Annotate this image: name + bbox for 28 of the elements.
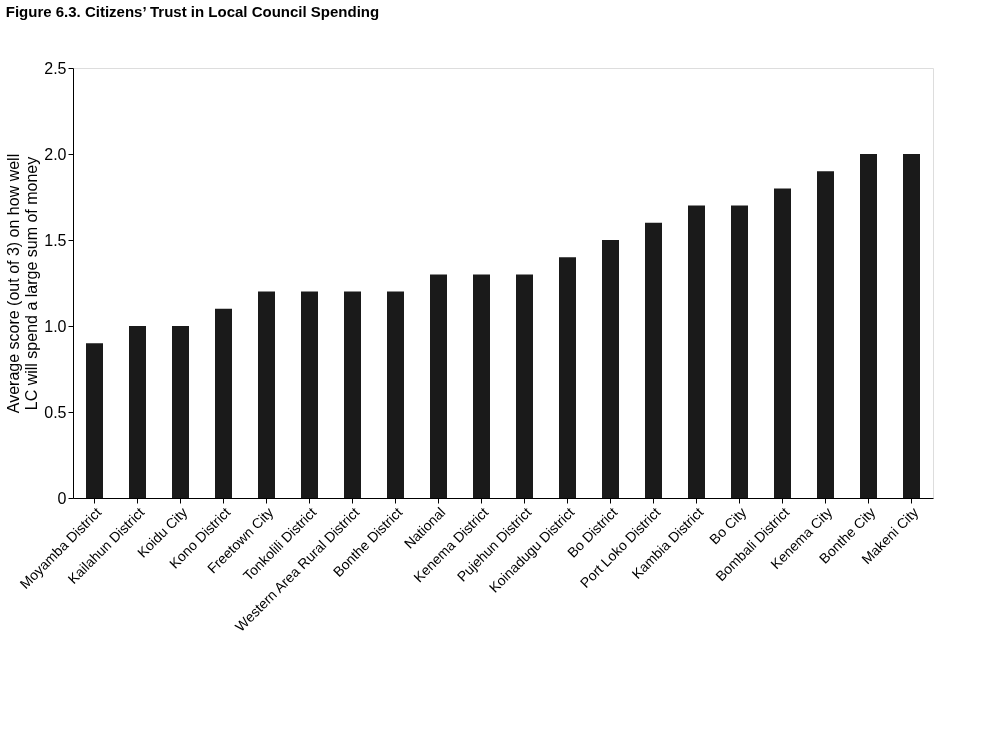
y-tick-label: 0.5	[44, 403, 67, 421]
bar	[129, 326, 146, 498]
chart-title: Figure 6.3. Citizens’ Trust in Local Council Spending	[5, 3, 380, 20]
bar	[817, 171, 834, 498]
bar	[688, 205, 705, 498]
bar	[430, 274, 447, 498]
bar	[731, 205, 748, 498]
bar	[344, 291, 361, 498]
bar	[172, 326, 189, 498]
y-axis-title: Average score (out of 3) on how well LC will spend a large sum of money	[5, 153, 41, 414]
bar	[86, 343, 103, 498]
bar	[301, 291, 318, 498]
bar	[473, 274, 490, 498]
y-tick-label: 2.0	[44, 145, 67, 163]
bar	[559, 257, 576, 498]
bar	[258, 291, 275, 498]
y-tick-label: 1.0	[44, 317, 67, 335]
bar	[860, 154, 877, 498]
bar	[516, 274, 533, 498]
bar	[602, 240, 619, 498]
bar	[645, 222, 662, 498]
bar	[387, 291, 404, 498]
bar	[215, 308, 232, 498]
bar	[903, 154, 920, 498]
y-tick-label: 1.5	[44, 231, 67, 249]
bar	[774, 188, 791, 498]
y-tick-label: 2.5	[44, 59, 67, 77]
y-tick-label: 0	[57, 489, 67, 507]
